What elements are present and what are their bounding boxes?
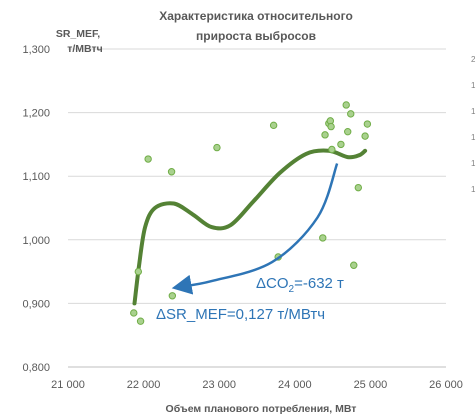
y-tick-label: 1,200: [22, 108, 50, 120]
y-tick-label: 0,900: [22, 298, 50, 310]
secondary-axis-fragment: 1: [471, 107, 476, 116]
data-point: [134, 267, 143, 276]
secondary-axis-fragment: 1: [471, 133, 476, 142]
y-tick-label: 1,100: [22, 171, 50, 183]
secondary-axis-fragment: 1: [471, 159, 476, 168]
secondary-axis-fragment: 2: [471, 55, 476, 64]
secondary-axis-fragment: 1: [471, 81, 476, 90]
trend-line: [132, 148, 368, 306]
delta-co2-value: =-632 т: [294, 275, 344, 292]
data-point: [213, 143, 221, 152]
data-point: [144, 155, 152, 163]
x-tick-label: 22 000: [127, 379, 161, 391]
x-tick-label: 26 000: [429, 379, 463, 391]
delta-co2-annotation: ΔCO2=-632 т: [256, 275, 344, 295]
data-point: [337, 140, 345, 149]
secondary-axis-fragment: 1: [471, 185, 476, 194]
data-point: [342, 101, 350, 109]
data-point: [130, 309, 138, 317]
chart-title-line-1: Характеристика относительного: [159, 9, 353, 23]
x-tick-label: 24 000: [278, 379, 312, 391]
y-tick-label: 1,300: [22, 44, 50, 56]
x-tick-labels: 21 000 22 000 23 000 24 000 25 000 26 000: [51, 379, 463, 391]
partial-secondary-axis: 2 1 1 1 1 1: [471, 55, 476, 194]
decrease-arrow: [171, 163, 339, 295]
data-point: [321, 131, 329, 139]
delta-co2-subscript: 2: [289, 284, 295, 295]
chart-title-line-2: прироста выбросов: [196, 29, 316, 43]
data-point: [363, 120, 372, 128]
data-point: [327, 122, 335, 131]
data-point: [328, 145, 336, 154]
x-tick-label: 21 000: [51, 379, 85, 391]
delta-co2-prefix: ΔCO: [256, 275, 289, 292]
x-tick-label: 23 000: [202, 379, 236, 391]
data-point: [167, 168, 176, 176]
chart-gridlines: [68, 48, 446, 304]
data-point: [168, 292, 177, 300]
data-point: [269, 121, 278, 130]
y-axis-title-line-2: т/МВтч: [67, 43, 103, 55]
y-tick-labels: 0,800 0,900 1,000 1,100 1,200 1,300: [22, 44, 50, 374]
x-axis-title: Объем планового потребления, МВт: [166, 403, 357, 415]
data-point: [361, 132, 369, 140]
data-point: [350, 261, 358, 269]
data-point: [347, 110, 355, 118]
x-tick-label: 25 000: [354, 379, 388, 391]
y-axis-title-line-1: SR_MEF,: [56, 28, 100, 40]
data-point: [136, 317, 145, 325]
data-point: [319, 234, 327, 242]
y-tick-label: 1,000: [22, 235, 50, 247]
data-point: [344, 127, 352, 136]
data-point: [354, 183, 363, 192]
y-tick-label: 0,800: [22, 362, 50, 374]
delta-sr-annotation: ΔSR_MEF=0,127 т/МВтч: [156, 306, 325, 323]
